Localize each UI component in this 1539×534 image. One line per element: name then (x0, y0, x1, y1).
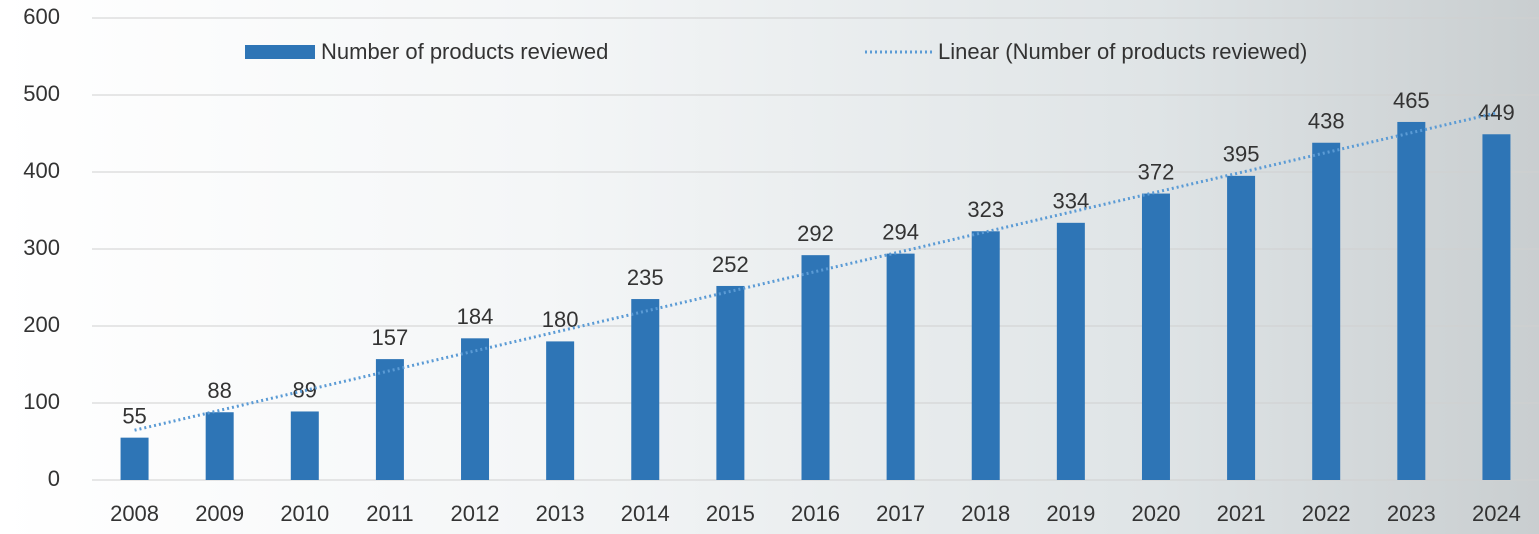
y-tick-label: 400 (23, 158, 60, 183)
data-label: 372 (1138, 159, 1175, 184)
legend-swatch (245, 45, 315, 59)
bar (1141, 193, 1170, 480)
y-tick-label: 500 (23, 81, 60, 106)
data-label: 438 (1308, 109, 1345, 134)
bar (886, 253, 915, 480)
data-label: 252 (712, 252, 749, 277)
data-label: 292 (797, 221, 834, 246)
data-label: 180 (542, 307, 579, 332)
x-tick-label: 2024 (1472, 501, 1521, 526)
x-tick-label: 2021 (1217, 501, 1266, 526)
x-tick-label: 2015 (706, 501, 755, 526)
y-tick-label: 0 (48, 466, 60, 491)
x-tick-label: 2022 (1302, 501, 1351, 526)
x-tick-label: 2016 (791, 501, 840, 526)
data-label: 55 (122, 403, 146, 428)
data-label: 334 (1052, 189, 1089, 214)
bar (971, 231, 1000, 480)
data-label: 157 (372, 325, 409, 350)
bar (461, 338, 490, 480)
bar (205, 412, 234, 480)
x-tick-label: 2014 (621, 501, 670, 526)
bar (716, 285, 745, 480)
trendline (134, 111, 1497, 432)
bar (120, 437, 149, 480)
data-label: 395 (1223, 142, 1260, 167)
bar (290, 411, 319, 480)
bar (546, 341, 575, 480)
y-tick-label: 600 (23, 4, 60, 29)
bar (375, 359, 404, 480)
data-label: 449 (1478, 100, 1515, 125)
x-tick-label: 2020 (1131, 501, 1180, 526)
y-tick-label: 200 (23, 312, 60, 337)
bar (801, 255, 830, 480)
data-label: 235 (627, 265, 664, 290)
data-label: 88 (207, 378, 231, 403)
bar (1482, 134, 1511, 480)
bar (1397, 121, 1426, 480)
x-tick-label: 2008 (110, 501, 159, 526)
data-label: 323 (967, 197, 1004, 222)
x-tick-label: 2019 (1046, 501, 1095, 526)
x-tick-label: 2017 (876, 501, 925, 526)
y-tick-label: 300 (23, 235, 60, 260)
y-tick-label: 100 (23, 389, 60, 414)
x-tick-label: 2012 (451, 501, 500, 526)
x-tick-label: 2010 (280, 501, 329, 526)
x-tick-label: 2011 (366, 501, 413, 526)
data-label: 465 (1393, 88, 1430, 113)
x-tick-label: 2018 (961, 501, 1010, 526)
bar (1227, 175, 1256, 480)
bar (631, 299, 660, 480)
data-label: 184 (457, 304, 494, 329)
x-tick-label: 2009 (195, 501, 244, 526)
x-tick-label: 2013 (536, 501, 585, 526)
data-label: 89 (293, 377, 317, 402)
bar (1056, 222, 1085, 480)
bar (1312, 142, 1341, 481)
data-label: 294 (882, 219, 919, 244)
legend-label: Number of products reviewed (321, 39, 608, 64)
x-tick-label: 2023 (1387, 501, 1436, 526)
legend-label: Linear (Number of products reviewed) (938, 39, 1307, 64)
